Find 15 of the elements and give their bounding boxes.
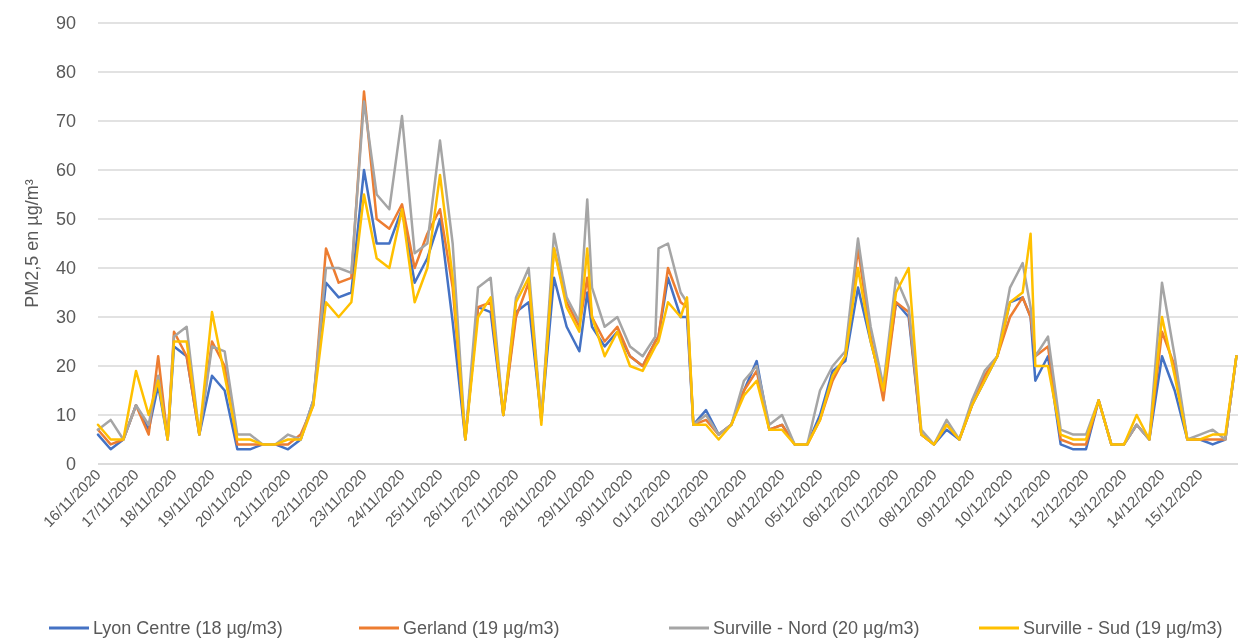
y-tick-label: 50 [55, 209, 76, 230]
y-tick-label: 0 [65, 454, 76, 475]
legend-label: Gerland (19 µg/m3) [403, 618, 560, 639]
y-tick-label: 30 [55, 307, 76, 328]
y-tick-label: 90 [55, 13, 76, 34]
legend-label: Surville - Sud (19 µg/m3) [1023, 618, 1223, 639]
y-tick-label: 80 [55, 62, 76, 83]
y-axis-title: PM2,5 en µg/m³ [22, 179, 42, 308]
y-tick-label: 20 [55, 356, 76, 377]
y-tick-label: 60 [55, 160, 76, 181]
y-tick-label: 40 [55, 258, 76, 279]
y-tick-label: 70 [55, 111, 76, 132]
legend-label: Lyon Centre (18 µg/m3) [93, 618, 283, 639]
legend-label: Surville - Nord (20 µg/m3) [713, 618, 920, 639]
y-tick-label: 10 [55, 405, 76, 426]
